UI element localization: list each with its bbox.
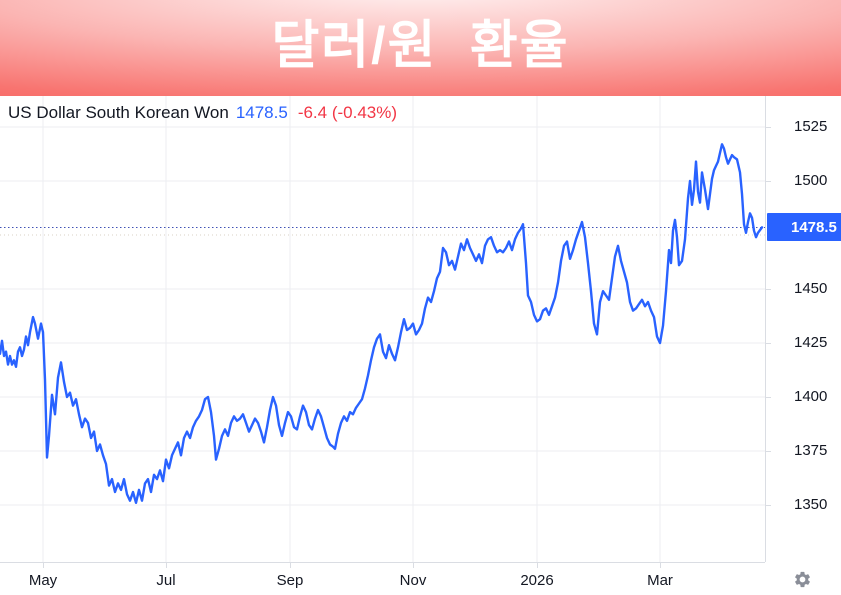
page-title: 달러/원 환율: [271, 17, 570, 75]
price-change: -6.4 (-0.43%): [297, 103, 398, 122]
price-chart-pane[interactable]: US Dollar South Korean Won 1478.5 -6.4 (-0…: [0, 96, 765, 562]
price-series-line: [0, 143, 764, 504]
price-axis-tick: [766, 127, 771, 128]
price-axis-tick: [766, 505, 771, 506]
price-axis[interactable]: 1478.5 1525 1500 1450 1425 1400 1375 1350: [765, 96, 841, 562]
price-axis-label: 1525: [794, 118, 828, 135]
last-price: 1478.5: [235, 103, 288, 122]
price-axis-label: 1400: [794, 388, 828, 405]
time-axis-label: Mar: [647, 572, 673, 589]
time-axis-label: 2026: [520, 572, 554, 589]
time-axis-tick: [166, 563, 167, 568]
current-price-value: 1478.5: [791, 218, 837, 236]
time-axis-tick: [537, 563, 538, 568]
time-axis-label: Nov: [399, 572, 427, 589]
price-axis-tick: [766, 397, 771, 398]
settings-button[interactable]: [790, 567, 814, 591]
price-axis-tick: [766, 451, 771, 452]
time-axis[interactable]: May Jul Sep Nov 2026 Mar: [0, 562, 765, 595]
price-line-chart[interactable]: [0, 96, 765, 562]
current-price-label: 1478.5: [767, 213, 841, 242]
price-axis-label: 1350: [794, 496, 828, 513]
banner: 달러/원 환율: [0, 0, 841, 96]
price-axis-label: 1425: [794, 334, 828, 351]
time-axis-tick: [660, 563, 661, 568]
price-axis-tick: [766, 289, 771, 290]
time-axis-label: Sep: [276, 572, 304, 589]
price-axis-label: 1500: [794, 172, 828, 189]
price-axis-label: 1375: [794, 442, 828, 459]
gear-icon: [794, 571, 810, 587]
price-axis-tick: [766, 181, 771, 182]
time-axis-tick: [290, 563, 291, 568]
time-axis-tick: [43, 563, 44, 568]
chart-widget: US Dollar South Korean Won 1478.5 -6.4 (-0…: [0, 96, 841, 595]
chart-header: US Dollar South Korean Won 1478.5 -6.4 (-0…: [8, 102, 397, 124]
time-axis-tick: [413, 563, 414, 568]
time-axis-label: May: [28, 572, 58, 589]
price-axis-label: 1450: [794, 280, 828, 297]
symbol-name[interactable]: US Dollar South Korean Won: [8, 103, 229, 122]
time-axis-label: Jul: [156, 572, 176, 589]
price-axis-tick: [766, 343, 771, 344]
